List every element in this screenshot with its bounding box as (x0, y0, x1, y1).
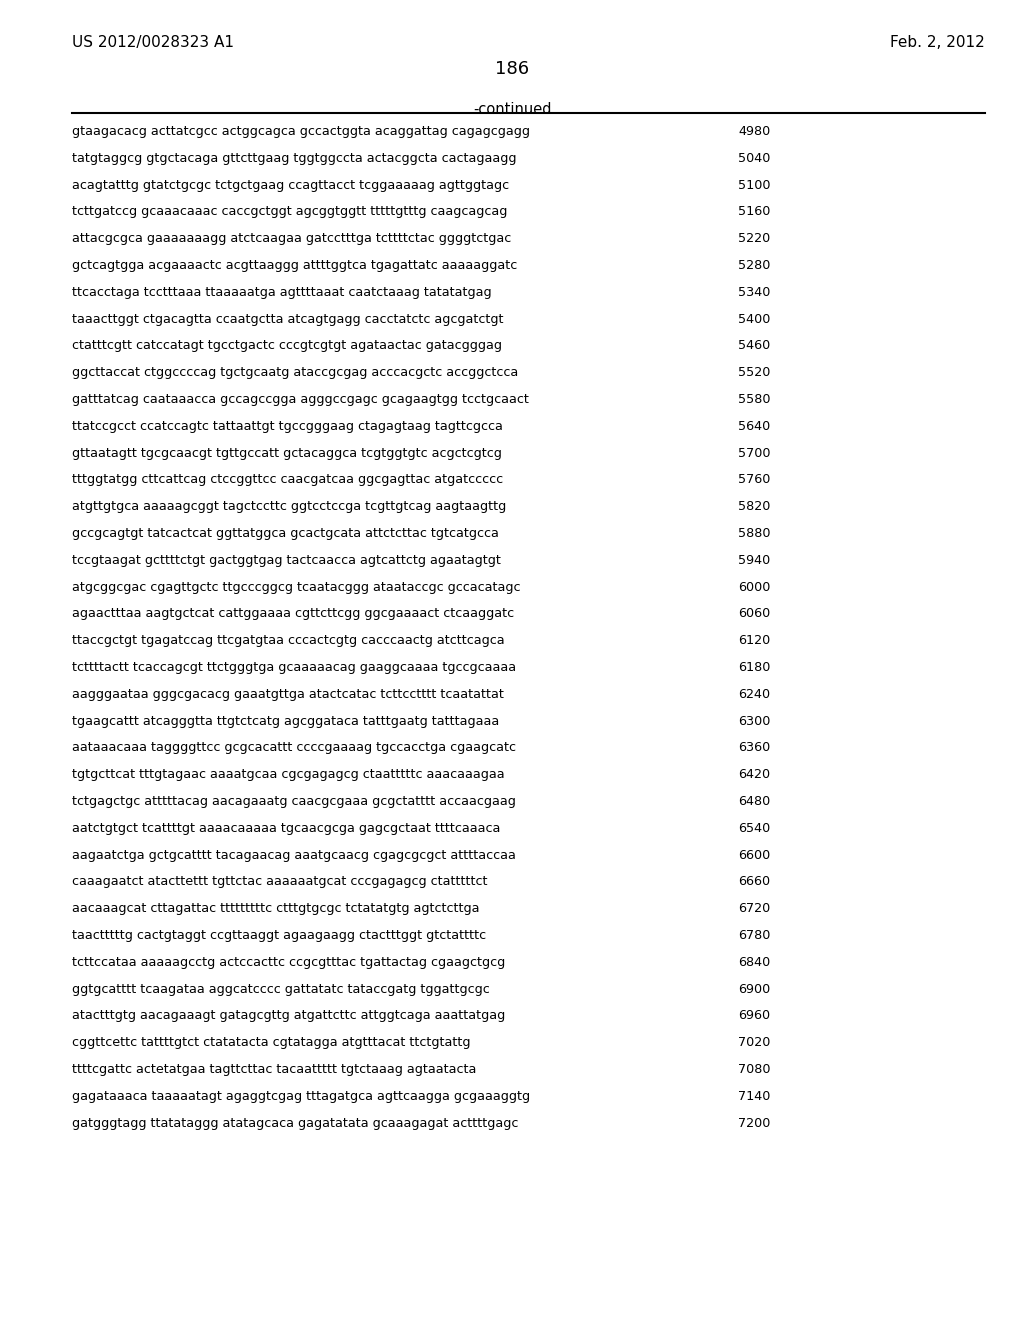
Text: tccgtaagat gcttttctgt gactggtgag tactcaacca agtcattctg agaatagtgt: tccgtaagat gcttttctgt gactggtgag tactcaa… (72, 554, 501, 566)
Text: ctatttcgtt catccatagt tgcctgactc cccgtcgtgt agataactac gatacgggag: ctatttcgtt catccatagt tgcctgactc cccgtcg… (72, 339, 502, 352)
Text: ttaccgctgt tgagatccag ttcgatgtaa cccactcgtg cacccaactg atcttcagca: ttaccgctgt tgagatccag ttcgatgtaa cccactc… (72, 634, 505, 647)
Text: Feb. 2, 2012: Feb. 2, 2012 (890, 36, 985, 50)
Text: tcttccataa aaaaagcctg actccacttc ccgcgtttac tgattactag cgaagctgcg: tcttccataa aaaaagcctg actccacttc ccgcgtt… (72, 956, 505, 969)
Text: tcttgatccg gcaaacaaac caccgctggt agcggtggtt tttttgtttg caagcagcag: tcttgatccg gcaaacaaac caccgctggt agcggtg… (72, 206, 507, 218)
Text: 6060: 6060 (738, 607, 770, 620)
Text: aagggaataa gggcgacacg gaaatgttga atactcatac tcttcctttt tcaatattat: aagggaataa gggcgacacg gaaatgttga atactca… (72, 688, 504, 701)
Text: caaagaatct atacttettt tgttctac aaaaaatgcat cccgagagcg ctatttttct: caaagaatct atacttettt tgttctac aaaaaatgc… (72, 875, 487, 888)
Text: 6420: 6420 (738, 768, 770, 781)
Text: tatgtaggcg gtgctacaga gttcttgaag tggtggccta actacggcta cactagaagg: tatgtaggcg gtgctacaga gttcttgaag tggtggc… (72, 152, 516, 165)
Text: 5280: 5280 (738, 259, 770, 272)
Text: -continued: -continued (473, 102, 551, 117)
Text: 6720: 6720 (738, 902, 770, 915)
Text: 5460: 5460 (738, 339, 770, 352)
Text: 6780: 6780 (738, 929, 770, 942)
Text: atgttgtgca aaaaagcggt tagctccttc ggtcctccga tcgttgtcag aagtaagttg: atgttgtgca aaaaagcggt tagctccttc ggtcctc… (72, 500, 506, 513)
Text: 7020: 7020 (738, 1036, 770, 1049)
Text: 7080: 7080 (738, 1063, 770, 1076)
Text: aagaatctga gctgcatttt tacagaacag aaatgcaacg cgagcgcgct attttaccaa: aagaatctga gctgcatttt tacagaacag aaatgca… (72, 849, 516, 862)
Text: gtaagacacg acttatcgcc actggcagca gccactggta acaggattag cagagcgagg: gtaagacacg acttatcgcc actggcagca gccactg… (72, 125, 530, 139)
Text: gagataaaca taaaaatagt agaggtcgag tttagatgca agttcaagga gcgaaaggtg: gagataaaca taaaaatagt agaggtcgag tttagat… (72, 1090, 530, 1102)
Text: 6480: 6480 (738, 795, 770, 808)
Text: attacgcgca gaaaaaaagg atctcaagaa gatcctttga tcttttctac ggggtctgac: attacgcgca gaaaaaaagg atctcaagaa gatcctt… (72, 232, 511, 246)
Text: 6000: 6000 (738, 581, 770, 594)
Text: 5220: 5220 (738, 232, 770, 246)
Text: cggttcettc tattttgtct ctatatacta cgtatagga atgtttacat ttctgtattg: cggttcettc tattttgtct ctatatacta cgtatag… (72, 1036, 470, 1049)
Text: US 2012/0028323 A1: US 2012/0028323 A1 (72, 36, 234, 50)
Text: gttaatagtt tgcgcaacgt tgttgccatt gctacaggca tcgtggtgtc acgctcgtcg: gttaatagtt tgcgcaacgt tgttgccatt gctacag… (72, 446, 502, 459)
Text: 4980: 4980 (738, 125, 770, 139)
Text: tgaagcattt atcagggtta ttgtctcatg agcggataca tatttgaatg tatttagaaa: tgaagcattt atcagggtta ttgtctcatg agcggat… (72, 714, 500, 727)
Text: aataaacaaa taggggttcc gcgcacattt ccccgaaaag tgccacctga cgaagcatc: aataaacaaa taggggttcc gcgcacattt ccccgaa… (72, 742, 516, 755)
Text: tctgagctgc atttttacag aacagaaatg caacgcgaaa gcgctatttt accaacgaag: tctgagctgc atttttacag aacagaaatg caacgcg… (72, 795, 516, 808)
Text: ggtgcatttt tcaagataa aggcatcccc gattatatc tataccgatg tggattgcgc: ggtgcatttt tcaagataa aggcatcccc gattatat… (72, 982, 489, 995)
Text: 5760: 5760 (738, 474, 770, 486)
Text: aacaaagcat cttagattac tttttttttc ctttgtgcgc tctatatgtg agtctcttga: aacaaagcat cttagattac tttttttttc ctttgtg… (72, 902, 479, 915)
Text: 7200: 7200 (738, 1117, 770, 1130)
Text: 6180: 6180 (738, 661, 770, 675)
Text: gctcagtgga acgaaaactc acgttaaggg attttggtca tgagattatc aaaaaggatc: gctcagtgga acgaaaactc acgttaaggg attttgg… (72, 259, 517, 272)
Text: tttggtatgg cttcattcag ctccggttcc caacgatcaa ggcgagttac atgatccccc: tttggtatgg cttcattcag ctccggttcc caacgat… (72, 474, 503, 486)
Text: tgtgcttcat tttgtagaac aaaatgcaa cgcgagagcg ctaatttttc aaacaaagaa: tgtgcttcat tttgtagaac aaaatgcaa cgcgagag… (72, 768, 505, 781)
Text: taaacttggt ctgacagtta ccaatgctta atcagtgagg cacctatctc agcgatctgt: taaacttggt ctgacagtta ccaatgctta atcagtg… (72, 313, 504, 326)
Text: 5520: 5520 (738, 366, 770, 379)
Text: 5580: 5580 (738, 393, 770, 407)
Text: 6660: 6660 (738, 875, 770, 888)
Text: agaactttaa aagtgctcat cattggaaaa cgttcttcgg ggcgaaaact ctcaaggatc: agaactttaa aagtgctcat cattggaaaa cgttctt… (72, 607, 514, 620)
Text: ttttcgattc actetatgaa tagttcttac tacaattttt tgtctaaag agtaatacta: ttttcgattc actetatgaa tagttcttac tacaatt… (72, 1063, 476, 1076)
Text: 5700: 5700 (738, 446, 770, 459)
Text: aatctgtgct tcattttgt aaaacaaaaa tgcaacgcga gagcgctaat ttttcaaaca: aatctgtgct tcattttgt aaaacaaaaa tgcaacgc… (72, 822, 501, 834)
Text: 6300: 6300 (738, 714, 770, 727)
Text: atgcggcgac cgagttgctc ttgcccggcg tcaatacggg ataataccgc gccacatagc: atgcggcgac cgagttgctc ttgcccggcg tcaatac… (72, 581, 520, 594)
Text: ggcttaccat ctggccccag tgctgcaatg ataccgcgag acccacgctc accggctcca: ggcttaccat ctggccccag tgctgcaatg ataccgc… (72, 366, 518, 379)
Text: 7140: 7140 (738, 1090, 770, 1102)
Text: 6120: 6120 (738, 634, 770, 647)
Text: ttatccgcct ccatccagtc tattaattgt tgccgggaag ctagagtaag tagttcgcca: ttatccgcct ccatccagtc tattaattgt tgccggg… (72, 420, 503, 433)
Text: 5340: 5340 (738, 286, 770, 298)
Text: 5640: 5640 (738, 420, 770, 433)
Text: 6960: 6960 (738, 1010, 770, 1023)
Text: 5940: 5940 (738, 554, 770, 566)
Text: 6360: 6360 (738, 742, 770, 755)
Text: gccgcagtgt tatcactcat ggttatggca gcactgcata attctcttac tgtcatgcca: gccgcagtgt tatcactcat ggttatggca gcactgc… (72, 527, 499, 540)
Text: 6600: 6600 (738, 849, 770, 862)
Text: 6840: 6840 (738, 956, 770, 969)
Text: gatttatcag caataaacca gccagccgga agggccgagc gcagaagtgg tcctgcaact: gatttatcag caataaacca gccagccgga agggccg… (72, 393, 528, 407)
Text: tcttttactt tcaccagcgt ttctgggtga gcaaaaacag gaaggcaaaa tgccgcaaaa: tcttttactt tcaccagcgt ttctgggtga gcaaaaa… (72, 661, 516, 675)
Text: atactttgtg aacagaaagt gatagcgttg atgattcttc attggtcaga aaattatgag: atactttgtg aacagaaagt gatagcgttg atgattc… (72, 1010, 505, 1023)
Text: 6900: 6900 (738, 982, 770, 995)
Text: 5880: 5880 (738, 527, 770, 540)
Text: 6540: 6540 (738, 822, 770, 834)
Text: ttcacctaga tcctttaaa ttaaaaatga agttttaaat caatctaaag tatatatgag: ttcacctaga tcctttaaa ttaaaaatga agttttaa… (72, 286, 492, 298)
Text: gatgggtagg ttatataggg atatagcaca gagatatata gcaaagagat acttttgagc: gatgggtagg ttatataggg atatagcaca gagatat… (72, 1117, 518, 1130)
Text: 5040: 5040 (738, 152, 770, 165)
Text: 5100: 5100 (738, 178, 770, 191)
Text: acagtatttg gtatctgcgc tctgctgaag ccagttacct tcggaaaaag agttggtagc: acagtatttg gtatctgcgc tctgctgaag ccagtta… (72, 178, 509, 191)
Text: 5160: 5160 (738, 206, 770, 218)
Text: 6240: 6240 (738, 688, 770, 701)
Text: 5820: 5820 (738, 500, 770, 513)
Text: taactttttg cactgtaggt ccgttaaggt agaagaagg ctactttggt gtctattttc: taactttttg cactgtaggt ccgttaaggt agaagaa… (72, 929, 486, 942)
Text: 5400: 5400 (738, 313, 770, 326)
Text: 186: 186 (495, 59, 529, 78)
